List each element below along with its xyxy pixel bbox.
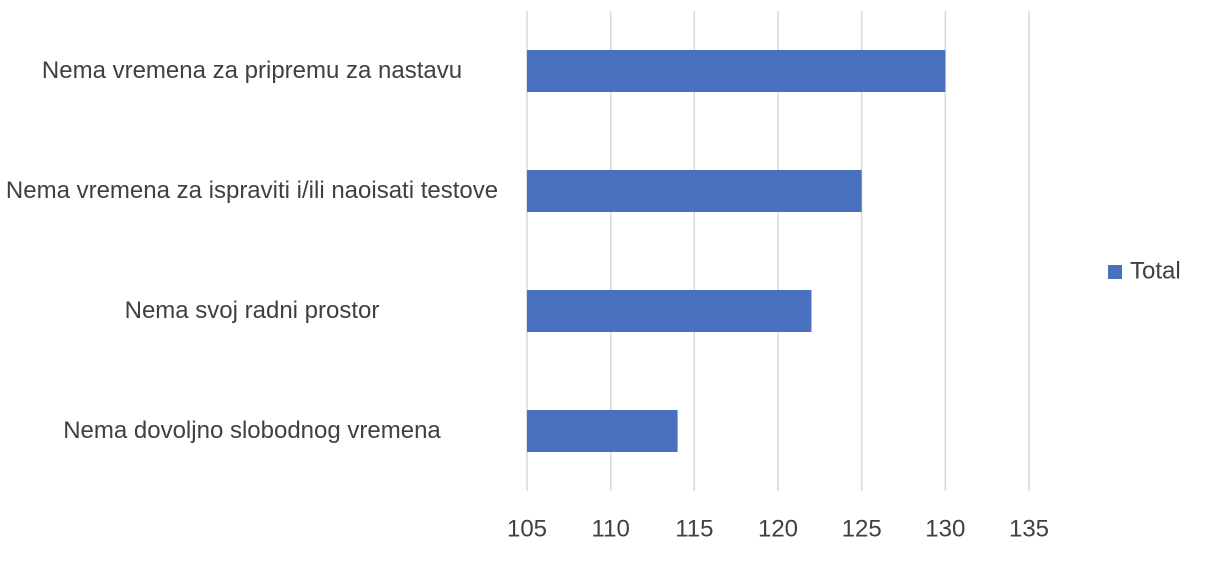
x-tick-label: 130 [925, 515, 965, 542]
legend-swatch [1108, 265, 1122, 279]
x-tick-label: 115 [675, 515, 713, 542]
x-tick-label: 105 [507, 515, 547, 542]
y-tick-label: Nema vremena za pripremu za nastavu [41, 57, 463, 84]
bar [527, 50, 946, 92]
legend-label: Total [1130, 257, 1181, 284]
x-tick-label: 110 [592, 515, 630, 542]
x-tick-label: 120 [758, 515, 798, 542]
bar [527, 290, 812, 332]
y-tick-label: Nema vremena za ispraviti i/ili naoisati… [5, 177, 499, 204]
x-tick-label: 135 [1009, 515, 1049, 542]
bar [527, 410, 678, 452]
bar [527, 170, 862, 212]
x-tick-label: 125 [842, 515, 882, 542]
y-tick-label: Nema svoj radni prostor [124, 297, 380, 324]
y-tick-label: Nema dovoljno slobodnog vremena [63, 417, 441, 444]
